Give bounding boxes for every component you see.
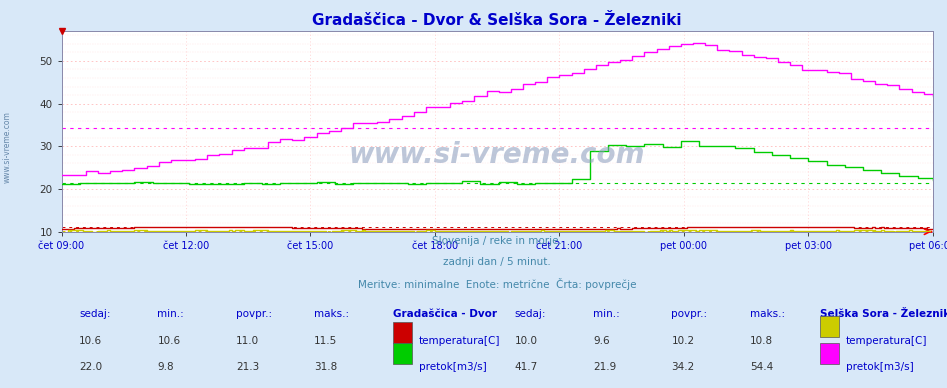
Text: sedaj:: sedaj: <box>514 309 546 319</box>
Text: 54.4: 54.4 <box>750 362 773 372</box>
Text: povpr.:: povpr.: <box>236 309 272 319</box>
Text: 21.3: 21.3 <box>236 362 259 372</box>
Text: maks.:: maks.: <box>314 309 349 319</box>
Text: min.:: min.: <box>157 309 184 319</box>
Bar <box>393 343 412 364</box>
Text: pretok[m3/s]: pretok[m3/s] <box>419 362 487 372</box>
Text: 10.8: 10.8 <box>750 336 773 346</box>
Text: 22.0: 22.0 <box>79 362 102 372</box>
Text: 11.0: 11.0 <box>236 336 259 346</box>
Text: Meritve: minimalne  Enote: metrične  Črta: povprečje: Meritve: minimalne Enote: metrične Črta:… <box>358 278 636 290</box>
Text: zadnji dan / 5 minut.: zadnji dan / 5 minut. <box>443 257 551 267</box>
Text: povpr.:: povpr.: <box>671 309 707 319</box>
Text: 31.8: 31.8 <box>314 362 337 372</box>
Bar <box>393 322 412 343</box>
Text: 11.5: 11.5 <box>314 336 337 346</box>
Text: 9.6: 9.6 <box>593 336 610 346</box>
Text: 21.9: 21.9 <box>593 362 616 372</box>
Text: 34.2: 34.2 <box>671 362 695 372</box>
Text: min.:: min.: <box>593 309 619 319</box>
Text: 10.0: 10.0 <box>514 336 538 346</box>
Text: 10.2: 10.2 <box>671 336 694 346</box>
Text: 10.6: 10.6 <box>157 336 181 346</box>
Bar <box>819 343 839 364</box>
Text: temperatura[C]: temperatura[C] <box>846 336 927 346</box>
Text: 10.6: 10.6 <box>79 336 102 346</box>
Text: maks.:: maks.: <box>750 309 785 319</box>
Text: Slovenija / reke in morje.: Slovenija / reke in morje. <box>432 236 563 246</box>
Text: 9.8: 9.8 <box>157 362 174 372</box>
Text: www.si-vreme.com: www.si-vreme.com <box>3 111 12 184</box>
Text: sedaj:: sedaj: <box>79 309 111 319</box>
Text: Gradaščica - Dvor: Gradaščica - Dvor <box>393 309 496 319</box>
Text: pretok[m3/s]: pretok[m3/s] <box>846 362 914 372</box>
Text: Selška Sora - Železniki: Selška Sora - Železniki <box>819 309 947 319</box>
Text: 41.7: 41.7 <box>514 362 538 372</box>
Title: Gradaščica - Dvor & Selška Sora - Železniki: Gradaščica - Dvor & Selška Sora - Železn… <box>313 14 682 28</box>
Bar <box>819 316 839 337</box>
Text: www.si-vreme.com: www.si-vreme.com <box>348 141 646 170</box>
Text: temperatura[C]: temperatura[C] <box>419 336 500 346</box>
